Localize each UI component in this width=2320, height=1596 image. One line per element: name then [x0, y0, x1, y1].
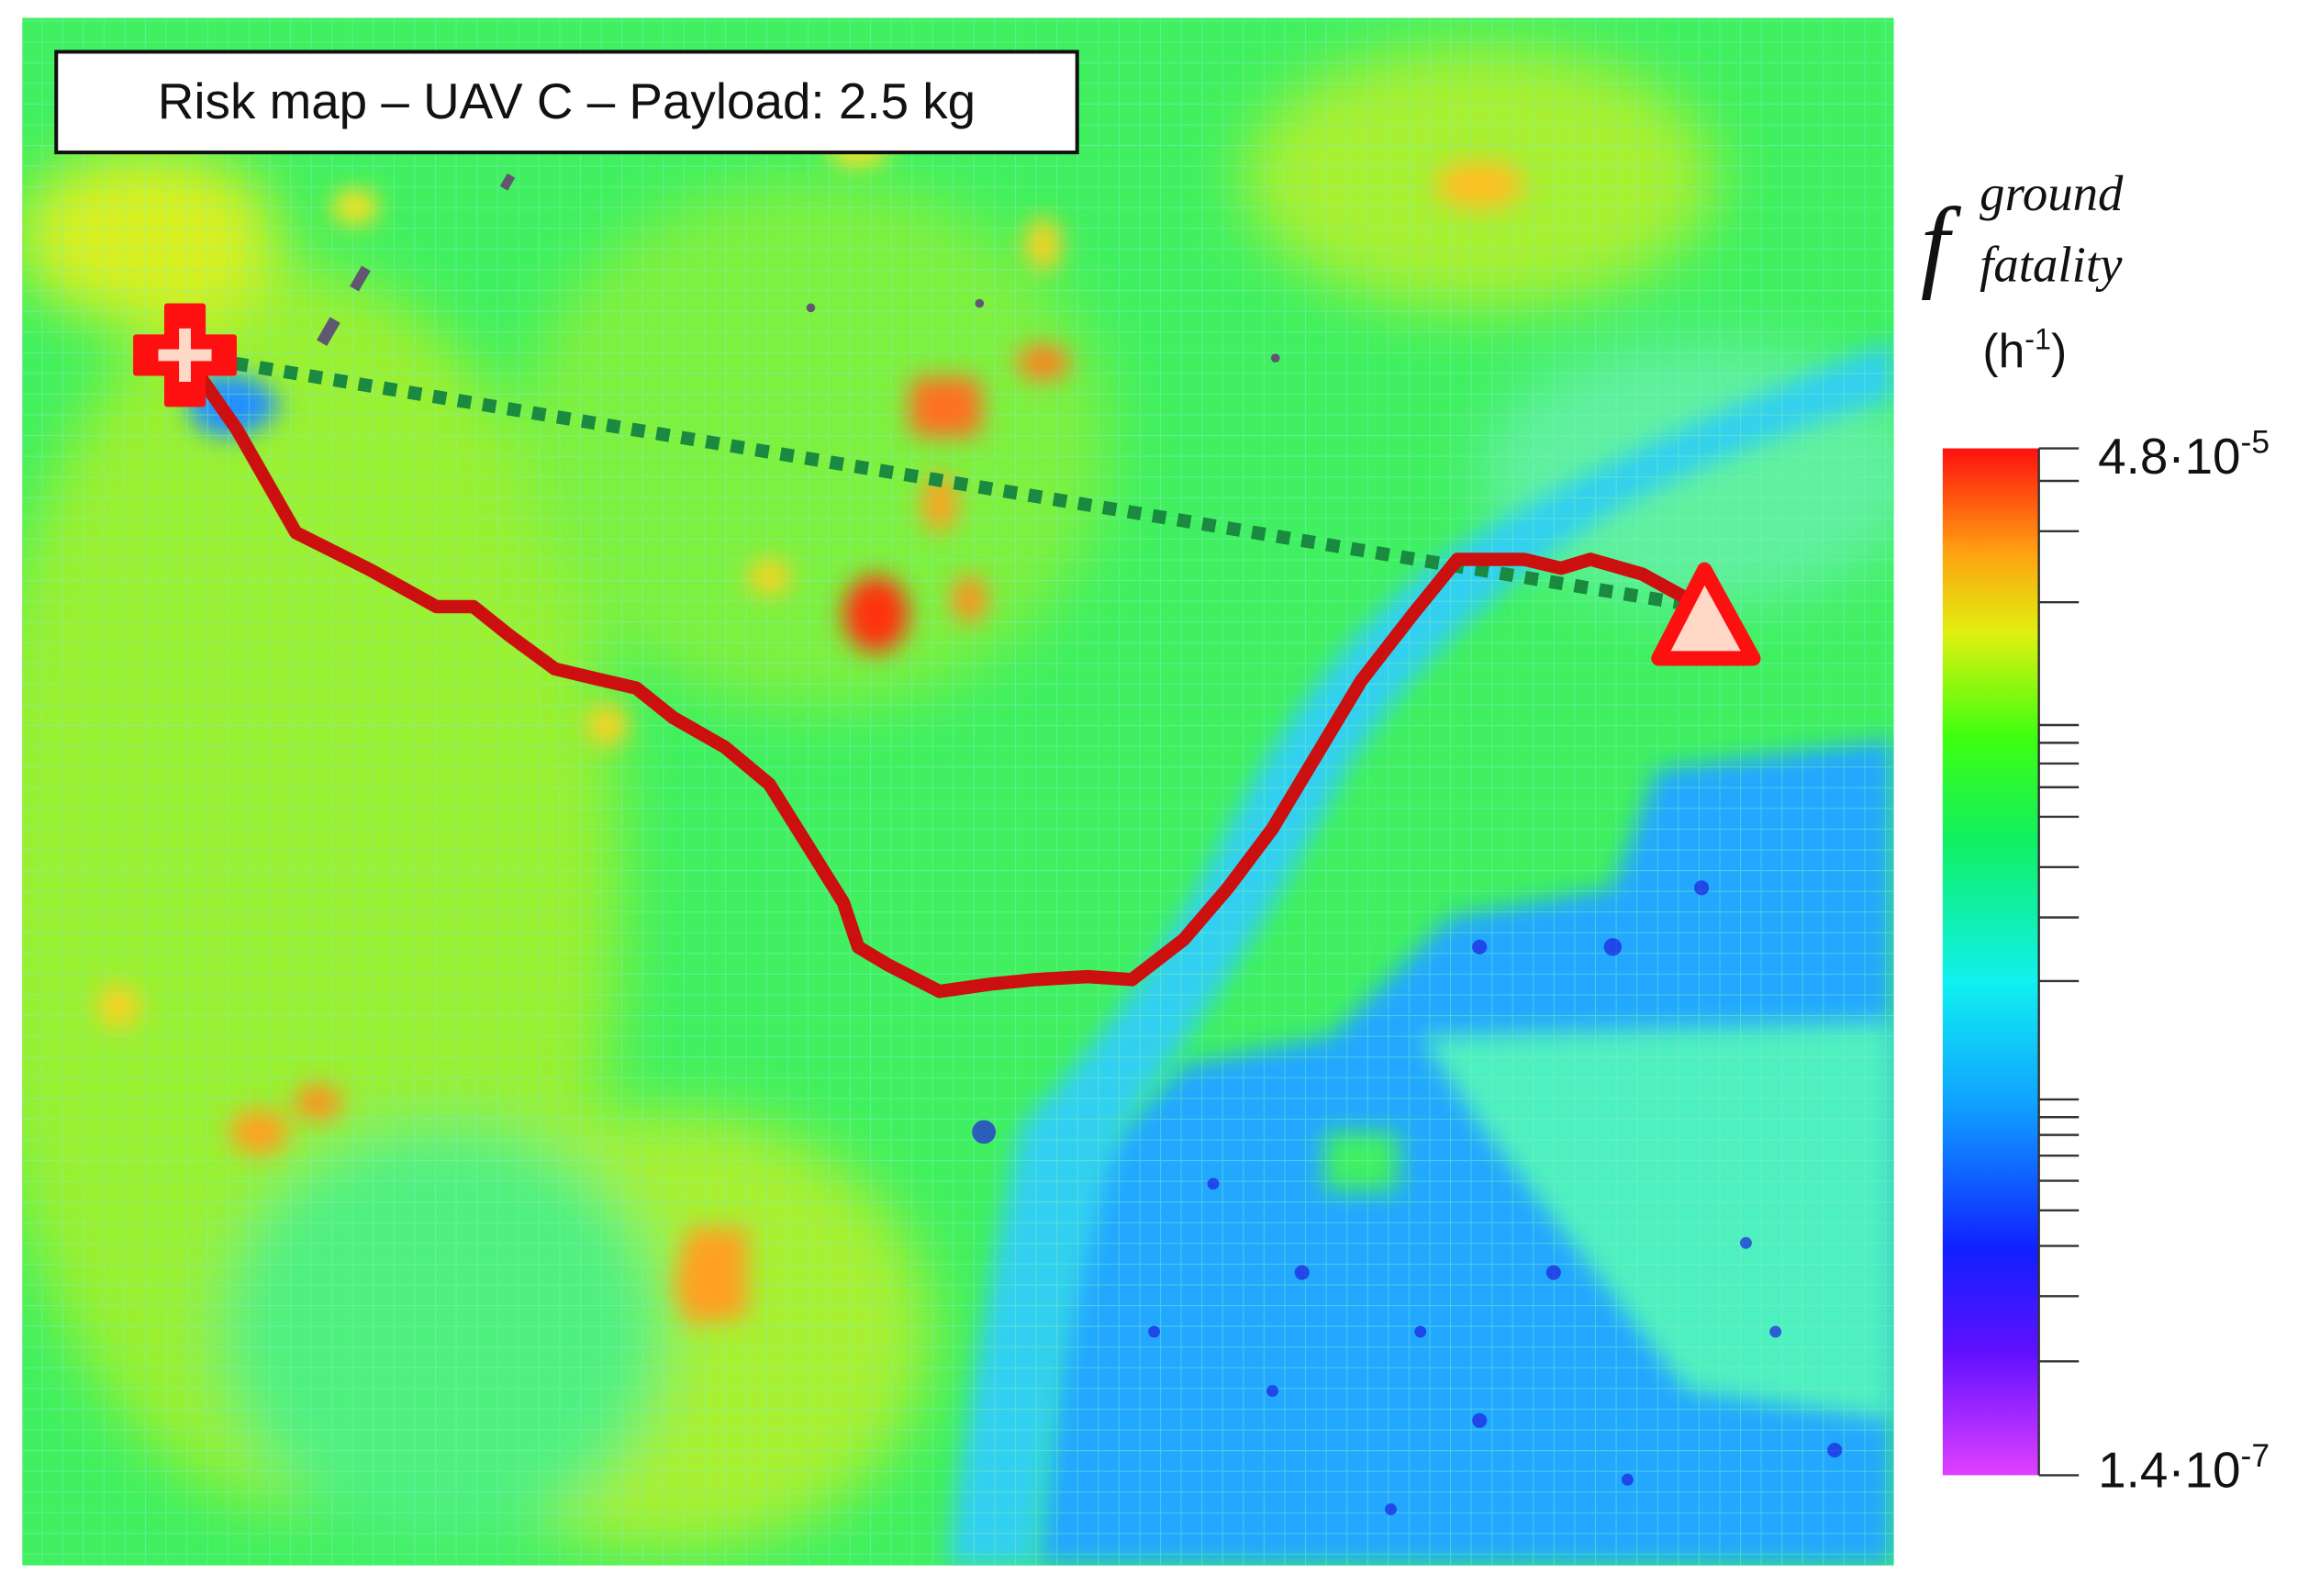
risk-heatmap: [22, 17, 1894, 1566]
min-mantissa: 1.4·10: [2098, 1441, 2240, 1498]
colorbar-superscript: ground: [1980, 165, 2124, 221]
unit-close: ): [2051, 324, 2067, 377]
max-exponent: -5: [2241, 423, 2270, 460]
min-exponent: -7: [2241, 1437, 2270, 1474]
direct-route: [184, 348, 1703, 614]
colorbar-unit: (h-1): [1982, 323, 2067, 377]
unit-exponent: -1: [2024, 323, 2051, 356]
start-marker-inner: [158, 328, 212, 382]
colorbar: [1942, 448, 2039, 1476]
colorbar-symbol: f: [1921, 186, 1962, 301]
title-box: [54, 50, 1079, 155]
end-marker: [1651, 562, 1761, 666]
optimized-route: [178, 348, 1709, 999]
unit-base: (h: [1982, 324, 2024, 377]
colorbar-ticks: [2038, 447, 2080, 1477]
colorbar-max-label: 4.8·10-5: [2098, 423, 2270, 485]
map-title: Risk map – UAV C – Payload: 2.5 kg: [158, 73, 976, 129]
colorbar-subscript: fatality: [1980, 236, 2123, 292]
max-mantissa: 4.8·10: [2098, 428, 2240, 485]
colorbar-min-label: 1.4·10-7: [2098, 1437, 2270, 1499]
